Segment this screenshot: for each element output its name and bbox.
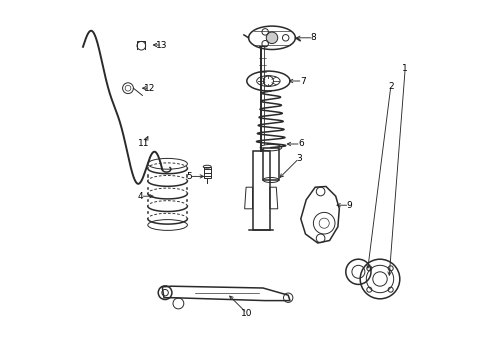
- Text: 5: 5: [186, 172, 192, 181]
- Text: 12: 12: [144, 84, 155, 93]
- Circle shape: [266, 32, 278, 44]
- Text: 2: 2: [388, 82, 393, 91]
- Text: 13: 13: [156, 40, 168, 49]
- Bar: [263, 148, 279, 180]
- Text: 11: 11: [139, 139, 150, 148]
- Text: 7: 7: [300, 77, 305, 85]
- Text: 1: 1: [402, 64, 408, 73]
- Text: 10: 10: [241, 309, 252, 318]
- Bar: [204, 167, 211, 178]
- Text: 3: 3: [296, 154, 302, 163]
- Text: 9: 9: [346, 201, 352, 210]
- Text: 6: 6: [298, 139, 304, 148]
- Bar: [252, 151, 270, 230]
- Text: 8: 8: [311, 33, 316, 42]
- Text: 4: 4: [138, 192, 144, 201]
